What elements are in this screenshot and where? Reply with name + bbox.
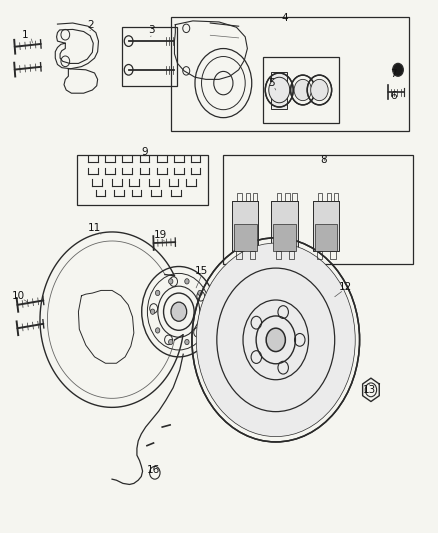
Circle shape [171,302,187,321]
Text: 11: 11 [88,223,101,233]
Bar [171,17,409,131]
Text: 4: 4 [281,13,288,23]
Bar [273,224,296,251]
Text: 15: 15 [195,266,208,276]
Bar [272,72,287,109]
Circle shape [196,243,355,437]
Bar [272,201,297,251]
Circle shape [169,340,173,345]
Text: 5: 5 [268,78,275,88]
Bar [330,251,336,259]
Bar [277,193,281,201]
Circle shape [155,328,160,333]
Circle shape [198,290,202,296]
Circle shape [198,328,202,333]
Circle shape [169,279,173,284]
Bar [292,193,297,201]
Bar [276,251,281,259]
Bar [234,224,257,251]
Circle shape [185,279,189,284]
Circle shape [294,79,311,101]
Text: 13: 13 [363,385,376,395]
Text: 1: 1 [21,30,28,41]
Bar [317,251,322,259]
Bar [237,251,242,259]
Circle shape [185,340,189,345]
Bar [223,155,413,264]
Bar [327,193,331,201]
Text: 6: 6 [390,91,397,101]
Bar [253,193,258,201]
Bar [314,224,337,251]
Circle shape [203,309,207,314]
Text: 3: 3 [148,25,155,35]
Text: 8: 8 [321,155,327,165]
Bar [232,201,258,251]
Text: 7: 7 [390,69,397,79]
Circle shape [311,79,328,101]
Circle shape [150,309,155,314]
Bar [122,27,177,86]
Bar [318,193,322,201]
Bar [250,251,255,259]
Text: 9: 9 [141,147,148,157]
Bar [237,193,242,201]
Circle shape [155,290,160,296]
Text: 16: 16 [147,465,160,474]
Text: 19: 19 [154,230,167,240]
Bar [313,201,339,251]
Text: 12: 12 [339,282,352,292]
Bar [77,155,208,205]
Bar [263,56,339,123]
Bar [334,193,338,201]
Bar [246,193,251,201]
Text: 10: 10 [11,290,25,301]
Circle shape [269,77,290,103]
Bar [289,251,294,259]
Circle shape [266,328,286,352]
Text: 2: 2 [87,20,93,30]
Bar [286,193,290,201]
Circle shape [393,63,403,76]
